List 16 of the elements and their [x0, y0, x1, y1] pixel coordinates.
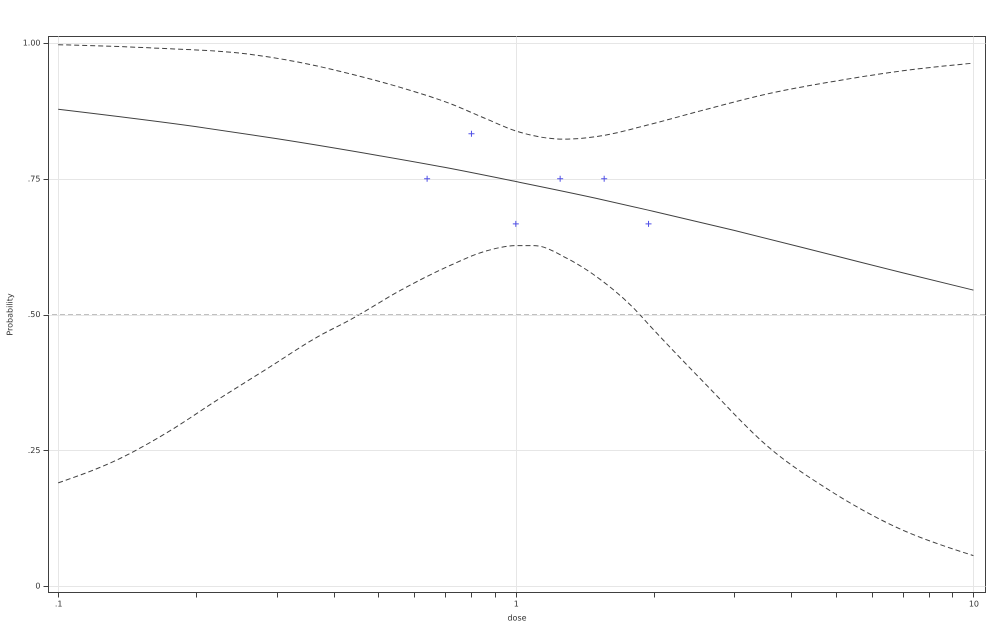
y-tick-label: 1.00 — [22, 38, 40, 48]
point — [468, 130, 475, 138]
y-tick-label: .25 — [28, 446, 40, 455]
point — [424, 175, 431, 182]
x-axis-title: dose — [507, 614, 527, 622]
point — [645, 220, 652, 228]
x-tick-label: 1 — [514, 600, 519, 608]
x-tick-label: .1 — [54, 600, 63, 608]
y-tick-label: .75 — [28, 174, 40, 184]
y-tick-label: 0 — [35, 582, 40, 591]
x-tick-label: 10 — [968, 600, 980, 608]
point — [600, 175, 608, 182]
point — [512, 220, 520, 228]
y-axis-title: Probability — [6, 293, 15, 336]
y-tick-label: .50 — [28, 310, 40, 320]
point — [556, 175, 564, 182]
